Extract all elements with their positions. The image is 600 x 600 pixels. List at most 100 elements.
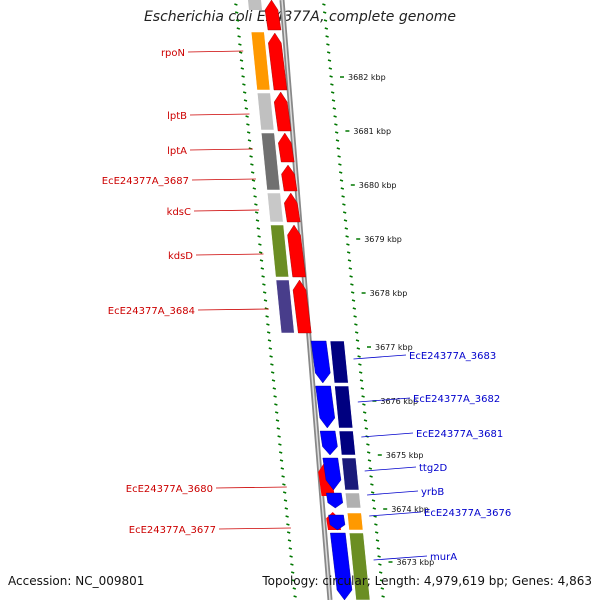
gene-arrows [264,0,353,600]
tick-mark [364,427,369,430]
tick-mark [325,35,329,38]
gene-label-forward: EcE24377A_3684 [108,306,195,317]
tick-mark [336,147,341,150]
tick-mark [370,483,374,486]
tick-mark [356,347,361,350]
tick-mark [250,171,255,174]
tick-mark [376,547,381,550]
gene-label-forward: EcE24377A_3680 [126,484,213,495]
tick-mark [246,131,251,134]
forward-gene-arrow [292,279,312,334]
reverse-gene-arrow [315,385,336,429]
tick-mark [322,11,327,14]
tick-mark [258,243,262,246]
tick-mark [252,187,257,190]
tick-mark [370,491,375,494]
kbp-label: 3675 kbp [386,451,424,460]
label-leader [361,432,414,438]
tick-mark [331,99,336,102]
label-leader [193,209,260,212]
reverse-gene-arrow [326,492,344,509]
tick-mark [234,3,238,6]
tick-mark [236,27,241,30]
tick-mark [342,203,346,206]
gene-label-reverse: EcE24377A_3683 [409,351,496,362]
tick-mark [282,483,286,486]
forward-gene-arrow [264,0,282,31]
gene-label-forward: kdsD [168,251,193,262]
kbp-label: 3679 kbp [364,235,402,244]
cog-block-forward [261,132,281,191]
gene-label-reverse: ttg2D [419,463,448,474]
cog-block-forward [257,92,275,131]
tick-mark [341,195,345,198]
tick-mark [323,19,328,22]
tick-mark [277,435,281,438]
tick-mark [239,59,244,62]
tick-mark [254,211,259,214]
tick-mark [374,531,379,534]
tick-mark [256,227,261,230]
tick-mark [366,451,371,454]
tick-mark [350,291,355,294]
label-leader [353,354,407,360]
tick-mark [372,507,377,510]
tick-mark [253,195,257,198]
tick-mark [379,579,384,582]
tick-mark [333,115,337,118]
tick-mark [255,219,260,222]
tick-mark [272,387,277,390]
kbp-label: 3681 kbp [353,127,391,136]
tick-mark [273,395,277,398]
tick-mark [366,443,370,446]
tick-mark [279,459,284,462]
tick-mark [375,539,380,542]
tick-mark [275,419,280,422]
tick-mark [377,555,381,558]
tick-mark [242,83,246,86]
tick-mark [326,43,330,46]
reverse-gene-arrow [319,430,338,456]
gene-label-reverse: EcE24377A_3681 [416,429,503,440]
cog-block-reverse [341,457,360,491]
tick-marks [234,3,385,598]
cog-block-reverse [334,385,354,429]
tick-mark [329,75,333,78]
kbp-label: 3674 kbp [391,505,429,514]
cog-color-blocks [248,0,371,600]
tick-mark [245,115,249,118]
tick-mark [237,35,241,38]
cog-block-forward [270,224,289,278]
label-leader [367,490,419,496]
tick-mark [262,283,266,286]
tick-mark [282,491,287,494]
accession-text: Accession: NC_009801 [8,574,145,588]
tick-mark [283,499,288,502]
tick-mark [278,451,283,454]
tick-mark [343,219,348,222]
cog-block-reverse [349,532,371,600]
label-leader [215,486,287,489]
label-leader [369,511,422,517]
tick-mark [274,411,279,414]
kbp-label: 3682 kbp [348,73,386,82]
gene-label-reverse: EcE24377A_3676 [424,508,511,519]
tick-mark [355,339,360,342]
tick-mark [288,547,293,550]
map-title: Escherichia coli E24377A, complete genom… [143,9,457,25]
tick-mark [368,467,373,470]
forward-gene-arrow [284,192,301,223]
tick-mark [266,323,270,326]
label-leader [218,527,291,530]
tick-mark [338,163,342,166]
tick-mark [338,171,343,174]
tick-mark [290,571,295,574]
tick-mark [292,587,297,590]
tick-mark [369,475,373,478]
tick-mark [335,139,340,142]
tick-mark [352,307,357,310]
tick-mark [285,515,289,518]
tick-mark [251,179,256,182]
tick-mark [349,275,353,278]
tick-mark [249,155,253,158]
